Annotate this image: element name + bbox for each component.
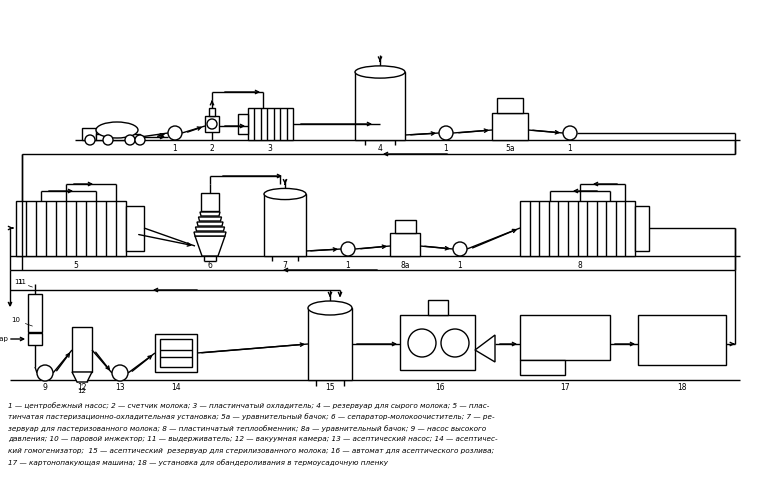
Text: 18: 18 — [677, 383, 687, 392]
Polygon shape — [200, 212, 220, 216]
Text: Пар: Пар — [0, 336, 8, 342]
Text: 4: 4 — [377, 143, 383, 152]
Bar — [126, 206, 144, 251]
Text: 2: 2 — [210, 143, 214, 152]
Bar — [390, 233, 420, 256]
Text: 11: 11 — [14, 279, 33, 287]
Text: 12: 12 — [77, 383, 87, 392]
Text: 15: 15 — [325, 383, 335, 392]
Circle shape — [168, 126, 182, 140]
Circle shape — [85, 135, 95, 145]
Text: 14: 14 — [171, 383, 181, 392]
Circle shape — [408, 329, 436, 357]
Ellipse shape — [355, 66, 405, 78]
Polygon shape — [195, 236, 225, 256]
Bar — [638, 315, 726, 365]
Text: 17: 17 — [560, 383, 570, 392]
Bar — [201, 193, 219, 211]
Text: 1: 1 — [458, 260, 463, 269]
Text: 1: 1 — [173, 143, 178, 152]
Polygon shape — [475, 335, 495, 362]
Circle shape — [439, 126, 453, 140]
Text: 9: 9 — [43, 383, 47, 392]
Bar — [395, 220, 415, 233]
Text: 13: 13 — [115, 383, 125, 392]
Bar — [209, 108, 215, 116]
Circle shape — [341, 242, 355, 256]
Text: кий гомогенизатор;  15 — асептический  резервуар для стерилизованного молока; 16: кий гомогенизатор; 15 — асептический рез… — [8, 448, 494, 454]
Text: 1: 1 — [568, 143, 572, 152]
Bar — [264, 194, 306, 256]
Bar — [28, 294, 42, 332]
Bar — [82, 128, 96, 140]
Circle shape — [37, 365, 53, 381]
Bar — [492, 113, 528, 140]
Bar — [308, 308, 352, 380]
Bar — [160, 339, 192, 367]
Circle shape — [103, 135, 113, 145]
Circle shape — [112, 365, 128, 381]
Circle shape — [441, 329, 469, 357]
Ellipse shape — [96, 122, 138, 138]
Bar — [96, 134, 140, 140]
Ellipse shape — [308, 301, 352, 315]
Ellipse shape — [264, 188, 306, 200]
Text: зервуар для пастеризованного молока; 8 — пластинчатый теплообменник; 8а — уравни: зервуар для пастеризованного молока; 8 —… — [8, 425, 486, 432]
Text: давления; 10 — паровой инжектор; 11 — выдерживатель; 12 — вакуумная камера; 13 —: давления; 10 — паровой инжектор; 11 — вы… — [8, 437, 498, 443]
Polygon shape — [197, 222, 223, 226]
Circle shape — [125, 135, 135, 145]
Circle shape — [563, 126, 577, 140]
Text: 5: 5 — [74, 260, 78, 269]
Bar — [72, 327, 92, 372]
Text: 6: 6 — [207, 260, 213, 269]
Text: 10: 10 — [11, 317, 33, 326]
Text: 1: 1 — [346, 260, 351, 269]
Text: 5а: 5а — [505, 143, 515, 152]
Bar — [355, 72, 405, 140]
Bar — [205, 116, 219, 132]
Text: 8а: 8а — [400, 260, 410, 269]
Bar — [428, 300, 448, 315]
Bar — [498, 98, 523, 113]
Text: 1: 1 — [443, 143, 448, 152]
Circle shape — [453, 242, 467, 256]
Text: 11: 11 — [17, 279, 26, 285]
Bar — [238, 114, 248, 134]
Bar — [520, 360, 565, 375]
Bar — [155, 334, 197, 372]
Text: 3: 3 — [267, 143, 273, 152]
Bar — [248, 108, 293, 140]
Text: 16: 16 — [435, 383, 445, 392]
Circle shape — [135, 135, 145, 145]
Polygon shape — [194, 232, 226, 236]
Polygon shape — [72, 372, 92, 382]
Text: 1 — центробежный насос; 2 — счетчик молока; 3 — пластинчатый охладитель; 4 — рез: 1 — центробежный насос; 2 — счетчик моло… — [8, 402, 489, 409]
Bar — [16, 201, 126, 256]
Text: 17 — картонопакующая машина; 18 — установка для обандероливания в термоусадочную: 17 — картонопакующая машина; 18 — устано… — [8, 460, 388, 466]
Text: 7: 7 — [283, 260, 287, 269]
Text: 12: 12 — [78, 384, 86, 394]
Text: 8: 8 — [578, 260, 582, 269]
Bar — [635, 206, 649, 251]
Bar — [520, 315, 610, 360]
Text: тинчатая пастеризационно-охладительная установка; 5а — уравнительный бачок; 6 — : тинчатая пастеризационно-охладительная у… — [8, 413, 495, 420]
Bar — [520, 201, 635, 256]
Polygon shape — [198, 217, 222, 221]
Bar — [28, 333, 42, 345]
Bar — [400, 315, 475, 370]
Polygon shape — [196, 227, 225, 231]
Circle shape — [207, 119, 217, 129]
